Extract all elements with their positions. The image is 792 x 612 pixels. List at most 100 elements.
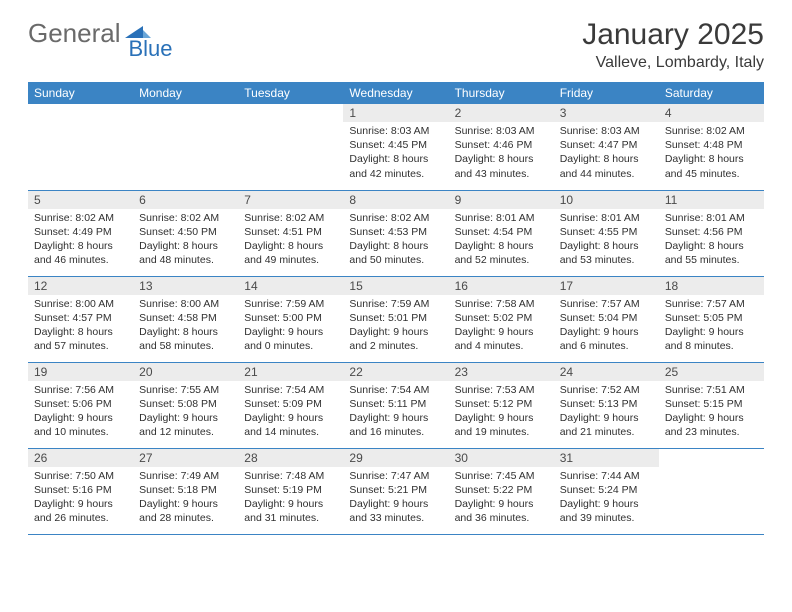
calendar-day-cell: 28Sunrise: 7:48 AMSunset: 5:19 PMDayligh… [238,448,343,534]
calendar-day-cell: 31Sunrise: 7:44 AMSunset: 5:24 PMDayligh… [554,448,659,534]
day-number: 8 [343,191,448,209]
day-detail: Sunrise: 7:57 AMSunset: 5:04 PMDaylight:… [554,295,659,358]
calendar-day-cell: 12Sunrise: 8:00 AMSunset: 4:57 PMDayligh… [28,276,133,362]
calendar-day-cell: 17Sunrise: 7:57 AMSunset: 5:04 PMDayligh… [554,276,659,362]
day-number: 27 [133,449,238,467]
day-number: 21 [238,363,343,381]
weekday-header: Sunday [28,82,133,104]
weekday-header: Wednesday [343,82,448,104]
day-number: 6 [133,191,238,209]
day-detail: Sunrise: 8:02 AMSunset: 4:48 PMDaylight:… [659,122,764,185]
day-detail: Sunrise: 8:02 AMSunset: 4:53 PMDaylight:… [343,209,448,272]
day-detail: Sunrise: 8:01 AMSunset: 4:56 PMDaylight:… [659,209,764,272]
calendar-day-cell: 6Sunrise: 8:02 AMSunset: 4:50 PMDaylight… [133,190,238,276]
day-detail [28,122,133,128]
day-number: 2 [449,104,554,122]
title-block: January 2025 Valleve, Lombardy, Italy [582,18,764,72]
calendar-day-cell: 23Sunrise: 7:53 AMSunset: 5:12 PMDayligh… [449,362,554,448]
day-number: 18 [659,277,764,295]
day-number: 9 [449,191,554,209]
day-detail: Sunrise: 7:52 AMSunset: 5:13 PMDaylight:… [554,381,659,444]
day-detail: Sunrise: 7:59 AMSunset: 5:01 PMDaylight:… [343,295,448,358]
weekday-header-row: SundayMondayTuesdayWednesdayThursdayFrid… [28,82,764,104]
calendar-day-cell: 13Sunrise: 8:00 AMSunset: 4:58 PMDayligh… [133,276,238,362]
day-detail: Sunrise: 8:02 AMSunset: 4:49 PMDaylight:… [28,209,133,272]
day-detail: Sunrise: 8:02 AMSunset: 4:50 PMDaylight:… [133,209,238,272]
calendar-week-row: 12Sunrise: 8:00 AMSunset: 4:57 PMDayligh… [28,276,764,362]
calendar-day-cell: 4Sunrise: 8:02 AMSunset: 4:48 PMDaylight… [659,104,764,190]
calendar-day-cell: 7Sunrise: 8:02 AMSunset: 4:51 PMDaylight… [238,190,343,276]
calendar-day-cell: 11Sunrise: 8:01 AMSunset: 4:56 PMDayligh… [659,190,764,276]
day-number: 24 [554,363,659,381]
calendar-day-cell: 25Sunrise: 7:51 AMSunset: 5:15 PMDayligh… [659,362,764,448]
calendar-empty-cell [238,104,343,190]
day-number: 12 [28,277,133,295]
day-number: 17 [554,277,659,295]
day-number: 5 [28,191,133,209]
day-detail [133,122,238,128]
day-number: 30 [449,449,554,467]
day-number: 3 [554,104,659,122]
calendar-day-cell: 16Sunrise: 7:58 AMSunset: 5:02 PMDayligh… [449,276,554,362]
calendar-day-cell: 2Sunrise: 8:03 AMSunset: 4:46 PMDaylight… [449,104,554,190]
calendar-page: General Blue January 2025 Valleve, Lomba… [0,0,792,612]
day-detail: Sunrise: 7:50 AMSunset: 5:16 PMDaylight:… [28,467,133,530]
day-detail: Sunrise: 7:49 AMSunset: 5:18 PMDaylight:… [133,467,238,530]
day-number [238,104,343,122]
day-detail: Sunrise: 7:57 AMSunset: 5:05 PMDaylight:… [659,295,764,358]
calendar-day-cell: 1Sunrise: 8:03 AMSunset: 4:45 PMDaylight… [343,104,448,190]
day-number: 28 [238,449,343,467]
day-detail: Sunrise: 8:02 AMSunset: 4:51 PMDaylight:… [238,209,343,272]
brand-part1: General [28,18,121,49]
day-detail: Sunrise: 7:47 AMSunset: 5:21 PMDaylight:… [343,467,448,530]
calendar-day-cell: 3Sunrise: 8:03 AMSunset: 4:47 PMDaylight… [554,104,659,190]
calendar-table: SundayMondayTuesdayWednesdayThursdayFrid… [28,82,764,535]
day-number: 7 [238,191,343,209]
day-detail: Sunrise: 7:54 AMSunset: 5:11 PMDaylight:… [343,381,448,444]
day-number: 16 [449,277,554,295]
day-number: 22 [343,363,448,381]
calendar-empty-cell [133,104,238,190]
weekday-header: Saturday [659,82,764,104]
calendar-day-cell: 9Sunrise: 8:01 AMSunset: 4:54 PMDaylight… [449,190,554,276]
header: General Blue January 2025 Valleve, Lomba… [28,18,764,72]
month-title: January 2025 [582,18,764,52]
day-number [659,449,764,467]
day-detail: Sunrise: 8:00 AMSunset: 4:58 PMDaylight:… [133,295,238,358]
day-detail [238,122,343,128]
day-number: 15 [343,277,448,295]
day-number: 26 [28,449,133,467]
day-detail: Sunrise: 8:00 AMSunset: 4:57 PMDaylight:… [28,295,133,358]
calendar-day-cell: 22Sunrise: 7:54 AMSunset: 5:11 PMDayligh… [343,362,448,448]
calendar-body: 1Sunrise: 8:03 AMSunset: 4:45 PMDaylight… [28,104,764,534]
day-number: 20 [133,363,238,381]
day-detail: Sunrise: 8:03 AMSunset: 4:47 PMDaylight:… [554,122,659,185]
day-detail: Sunrise: 7:56 AMSunset: 5:06 PMDaylight:… [28,381,133,444]
calendar-day-cell: 29Sunrise: 7:47 AMSunset: 5:21 PMDayligh… [343,448,448,534]
calendar-day-cell: 24Sunrise: 7:52 AMSunset: 5:13 PMDayligh… [554,362,659,448]
weekday-header: Tuesday [238,82,343,104]
calendar-week-row: 5Sunrise: 8:02 AMSunset: 4:49 PMDaylight… [28,190,764,276]
calendar-week-row: 26Sunrise: 7:50 AMSunset: 5:16 PMDayligh… [28,448,764,534]
day-detail: Sunrise: 7:51 AMSunset: 5:15 PMDaylight:… [659,381,764,444]
calendar-day-cell: 30Sunrise: 7:45 AMSunset: 5:22 PMDayligh… [449,448,554,534]
day-detail: Sunrise: 7:53 AMSunset: 5:12 PMDaylight:… [449,381,554,444]
day-number: 25 [659,363,764,381]
day-detail: Sunrise: 7:45 AMSunset: 5:22 PMDaylight:… [449,467,554,530]
calendar-empty-cell [659,448,764,534]
day-detail: Sunrise: 7:44 AMSunset: 5:24 PMDaylight:… [554,467,659,530]
calendar-day-cell: 10Sunrise: 8:01 AMSunset: 4:55 PMDayligh… [554,190,659,276]
calendar-day-cell: 19Sunrise: 7:56 AMSunset: 5:06 PMDayligh… [28,362,133,448]
day-number: 10 [554,191,659,209]
calendar-day-cell: 18Sunrise: 7:57 AMSunset: 5:05 PMDayligh… [659,276,764,362]
calendar-day-cell: 5Sunrise: 8:02 AMSunset: 4:49 PMDaylight… [28,190,133,276]
day-number: 29 [343,449,448,467]
day-detail: Sunrise: 8:01 AMSunset: 4:55 PMDaylight:… [554,209,659,272]
day-number: 13 [133,277,238,295]
day-number: 31 [554,449,659,467]
day-detail [659,467,764,473]
weekday-header: Monday [133,82,238,104]
day-detail: Sunrise: 7:48 AMSunset: 5:19 PMDaylight:… [238,467,343,530]
calendar-week-row: 19Sunrise: 7:56 AMSunset: 5:06 PMDayligh… [28,362,764,448]
day-detail: Sunrise: 7:55 AMSunset: 5:08 PMDaylight:… [133,381,238,444]
